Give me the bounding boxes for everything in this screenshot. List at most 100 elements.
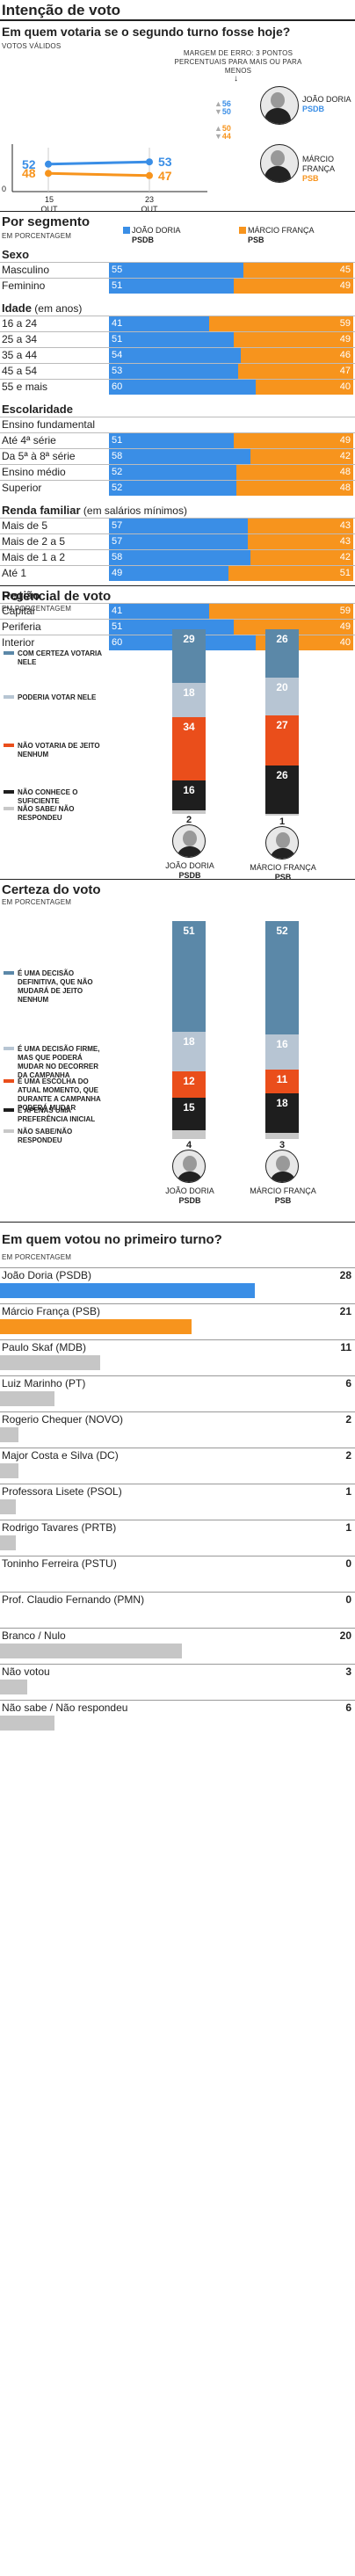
first-round-value-2: 11	[340, 1341, 351, 1353]
segment-bar-franca: 59	[208, 316, 353, 331]
segment-bar-doria: 51	[109, 620, 234, 635]
first-round-value-1: 21	[339, 1305, 351, 1317]
potential-candidate-1: MÁRCIO FRANÇA PSB	[239, 863, 327, 882]
first-round-label-9: Prof. Claudio Fernando (PMN)	[2, 1593, 145, 1606]
first-round-bar-10	[0, 1644, 183, 1658]
first-round-label-11: Não votou	[2, 1665, 50, 1678]
certainty-legend-label-2: É UMA ESCOLHA DO ATUAL MOMENTO, QUE DURA…	[18, 1078, 101, 1112]
potential-legend-label-2: NÃO VOTARIA DE JEITO NENHUM	[18, 741, 100, 758]
segment-row-label: Da 5ª à 8ª série	[2, 450, 76, 462]
segment-bar-franca: 51	[228, 566, 353, 581]
segment-value-franca: 48	[339, 467, 351, 477]
potential-segment-1-1: 20	[265, 678, 299, 715]
segment-value-franca: 40	[339, 637, 351, 648]
segment-value-franca: 49	[339, 280, 351, 291]
potential-avatar-1	[265, 826, 299, 860]
segment-divider	[0, 533, 355, 534]
first-round-value-3: 6	[345, 1377, 351, 1390]
certainty-value: 15	[183, 1100, 195, 1114]
segment-divider	[0, 379, 355, 380]
certainty-candidate-1: MÁRCIO FRANÇA PSB	[239, 1186, 327, 1206]
first-round-rule	[0, 1222, 355, 1223]
segment-value-franca: 42	[339, 451, 351, 461]
avatar-body	[270, 848, 296, 859]
first-round-bar-0	[0, 1283, 255, 1298]
segment-group-name: Idade	[2, 301, 32, 315]
first-round-label-1: Márcio França (PSB)	[2, 1305, 101, 1317]
potential-segment-0-0: 29	[172, 629, 206, 684]
certainty-value-undecided-1: 3	[279, 1140, 286, 1150]
segment-bar-franca: 42	[250, 449, 353, 464]
segment-value-franca: 40	[339, 381, 351, 392]
segment-note: EM PORCENTAGEM	[2, 232, 72, 240]
segment-bar-doria: 55	[109, 263, 243, 278]
first-round-bar-4	[0, 1427, 18, 1442]
first-round-value-12: 6	[345, 1702, 351, 1714]
segment-rule	[0, 211, 355, 212]
segment-value-doria: 57	[112, 520, 123, 531]
certainty-value: 11	[276, 1072, 288, 1085]
segment-divider	[0, 480, 355, 481]
first-round-value-0: 28	[339, 1269, 351, 1281]
first-round-value-9: 0	[345, 1593, 351, 1606]
segment-value-doria: 52	[112, 483, 123, 493]
segment-row-label: 45 a 54	[2, 365, 38, 377]
potential-segment-1-2: 27	[265, 715, 299, 766]
certainty-value: 51	[183, 925, 195, 937]
segment-bar-doria: 51	[109, 332, 234, 347]
certainty-segment-1-4	[265, 1132, 299, 1139]
line-label-franca-0: 48	[22, 166, 36, 180]
certainty-avatar-1	[265, 1150, 299, 1183]
segment-legend-doria: JOÃO DORIA PSDB	[132, 226, 181, 244]
potential-legend-swatch-2	[4, 743, 14, 747]
certainty-segment-0-2: 12	[172, 1071, 206, 1098]
segment-value-doria: 49	[112, 568, 123, 578]
legend-swatch-franca	[239, 227, 246, 234]
franca-avatar	[260, 144, 299, 183]
potential-value: 20	[276, 681, 288, 694]
segment-row-label: Capital	[2, 605, 35, 617]
segment-value-franca: 49	[339, 621, 351, 632]
certainty-segment-1-0: 52	[265, 921, 299, 1034]
segment-group-0: Sexo	[2, 248, 29, 261]
first-round-divider	[0, 1628, 355, 1629]
line-series-doria	[47, 160, 150, 166]
certainty-rule	[0, 879, 355, 880]
first-round-label-2: Paulo Skaf (MDB)	[2, 1341, 87, 1353]
potential-avatar-0	[172, 824, 206, 858]
segment-row-label: Masculino	[2, 264, 50, 276]
potential-segment-1-4	[265, 813, 299, 816]
segment-group-1: Idade (em anos)	[2, 301, 82, 315]
segment-bar-franca: 49	[233, 620, 353, 635]
segment-bar-franca: 49	[233, 433, 353, 448]
line-label-doria-0: 52	[22, 157, 36, 171]
segment-value-doria: 58	[112, 451, 123, 461]
certainty-legend-swatch-3	[4, 1108, 14, 1113]
segment-value-franca: 43	[339, 536, 351, 547]
certainty-value-undecided-0: 4	[185, 1140, 192, 1150]
certainty-legend-label-4: NÃO SABE/NÃO RESPONDEU	[18, 1128, 73, 1145]
segment-group-name: Renda familiar	[2, 504, 81, 517]
avatar-head	[276, 1156, 290, 1172]
segment-bar-doria: 52	[109, 481, 236, 496]
segment-bar-franca: 49	[233, 332, 353, 347]
potential-legend-swatch-0	[4, 650, 14, 655]
potential-value: 26	[276, 768, 288, 781]
potential-segment-0-1: 18	[172, 683, 206, 717]
line-point-doria-1	[146, 158, 153, 166]
potential-value: 18	[183, 686, 195, 700]
segment-group-name: Sexo	[2, 248, 30, 261]
segment-value-franca: 45	[339, 265, 351, 275]
segment-bar-franca: 48	[235, 481, 353, 496]
candidate-name: MÁRCIO FRANÇA	[250, 863, 316, 872]
first-round-bar-12	[0, 1716, 55, 1731]
segment-value-doria: 55	[112, 265, 123, 275]
candidate-party: PSB	[274, 1196, 292, 1205]
certainty-legend-swatch-0	[4, 971, 14, 976]
first-round-label-5: Major Costa e Silva (DC)	[2, 1449, 119, 1462]
segment-row-label: Superior	[2, 482, 42, 494]
potential-segment-1-3: 26	[265, 765, 299, 814]
first-round-bar-1	[0, 1319, 192, 1334]
potential-title: Potencial de voto	[2, 589, 112, 604]
segment-row-label: Interior	[2, 636, 35, 649]
